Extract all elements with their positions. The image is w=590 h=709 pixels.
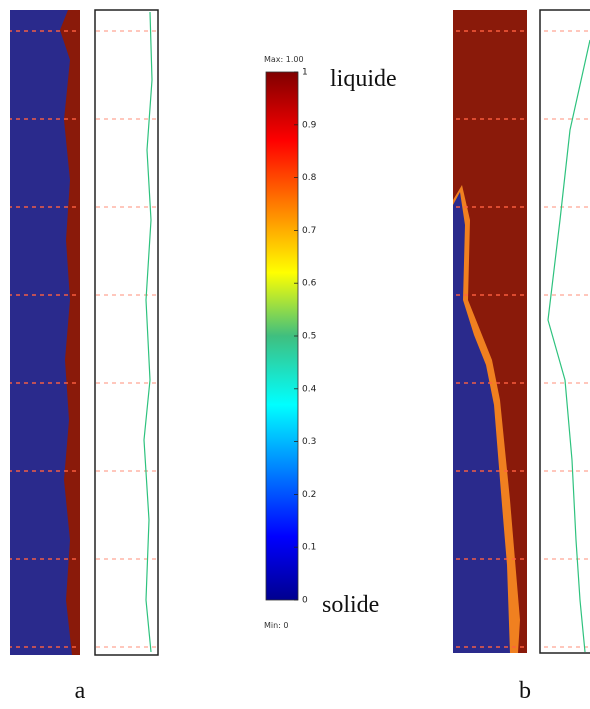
tick-label: 0.7	[302, 226, 316, 236]
tick-label: 0.6	[302, 279, 317, 289]
annotation-solide: solide	[322, 592, 379, 618]
panel-b-contour	[539, 9, 590, 654]
tick-label: 0.3	[302, 437, 316, 447]
tick-label: 0.2	[302, 490, 316, 500]
colorbar-min: Min: 0	[264, 621, 289, 630]
panel-b-field	[453, 10, 527, 653]
tick-label: 0.9	[302, 120, 317, 130]
panel-label: a	[75, 678, 86, 704]
panel-a-contour	[94, 9, 159, 656]
panel-a-field	[10, 10, 80, 655]
tick-label: 1	[302, 68, 308, 78]
annotation-liquide: liquide	[330, 66, 397, 92]
colorbar-max: Max: 1.00	[264, 55, 304, 64]
tick-label: 0.8	[302, 173, 317, 183]
panel-label: b	[519, 678, 531, 704]
colorbar	[265, 71, 299, 601]
tick-label: 0	[302, 596, 308, 606]
tick-label: 0.5	[302, 332, 316, 342]
tick-label: 0.1	[302, 543, 316, 553]
tick-label: 0.4	[302, 384, 317, 394]
